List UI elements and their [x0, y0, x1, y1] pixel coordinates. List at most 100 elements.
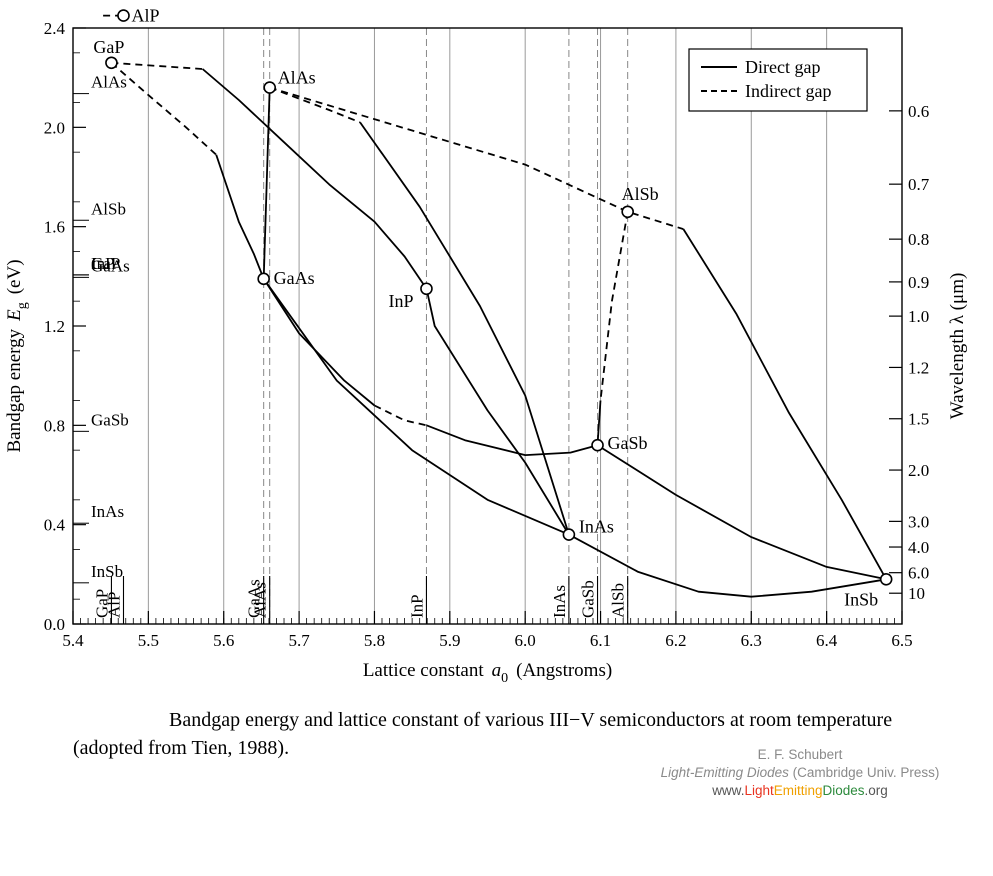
- credit-book-title: Light-Emitting Diodes: [660, 765, 789, 780]
- y-tick-label: 0.0: [44, 615, 65, 634]
- indirect-gap-curve: [111, 61, 203, 70]
- credit-url-suffix: .org: [864, 783, 888, 798]
- x-tick-label: 5.4: [62, 631, 84, 650]
- material-point: [420, 282, 433, 296]
- material-point: [257, 272, 270, 286]
- axis-labels: 5.4 5.5 5.6 5.7 5.8 5.9 6.0 6.1 6.2 6.3 6.4 6.5 0.0 0…: [44, 19, 930, 650]
- legend-direct-label: Direct gap: [745, 57, 820, 77]
- direct-gap-curve: [262, 278, 570, 536]
- direct-gap-curve: [262, 87, 271, 279]
- wavelength-tick-label: 1.2: [908, 358, 929, 377]
- material-label: InP: [388, 291, 413, 311]
- material-label: InSb: [844, 589, 878, 609]
- material-reference-lines: [110, 28, 629, 624]
- direct-gap-curve: [597, 444, 887, 581]
- indirect-gap-curve: [269, 86, 684, 230]
- x-tick-label: 5.7: [288, 631, 310, 650]
- left-material-label: GaP: [91, 254, 120, 273]
- bottom-material-label: AlAs: [251, 582, 270, 618]
- credit-url-emitting: Emitting: [773, 783, 823, 798]
- left-material-label: InP: [91, 254, 115, 273]
- x-axis-title: Lattice constant a0 (Angstroms): [363, 660, 612, 686]
- wavelength-tick-label: 0.7: [908, 175, 930, 194]
- credit-url-prefix: www.: [712, 783, 745, 798]
- wavelength-tick-label: 3.0: [908, 512, 929, 531]
- wavelength-tick-label: 0.6: [908, 102, 929, 121]
- wavelength-tick-label: 0.8: [908, 230, 929, 249]
- material-point: [879, 572, 893, 586]
- left-material-label: AlAs: [91, 73, 127, 92]
- axis-ticks: [72, 27, 903, 625]
- direct-gap-curve: [596, 400, 602, 446]
- x-tick-label: 6.2: [665, 631, 686, 650]
- direct-gap-curve: [262, 278, 376, 407]
- material-point: [591, 438, 604, 452]
- y-tick-label: 1.2: [44, 317, 65, 336]
- direct-gap-curve: [568, 533, 887, 598]
- credit-website[interactable]: www.LightEmittingDiodes.org: [620, 782, 980, 800]
- bottom-material-label: GaP: [92, 589, 111, 618]
- wavelength-tick-label: 2.0: [908, 461, 929, 480]
- material-point: [562, 528, 576, 541]
- left-material-label: GaSb: [91, 410, 129, 429]
- vertical-grid: [147, 28, 828, 624]
- indirect-gap-curve: [374, 404, 427, 427]
- indirect-gap-curve: [269, 86, 361, 124]
- left-material-label: InAs: [91, 502, 124, 521]
- left-material-label: AlSb: [91, 199, 126, 218]
- direct-gap-curve: [202, 68, 428, 290]
- x-tick-label: 6.5: [891, 631, 912, 650]
- y-tick-label: 0.8: [44, 416, 65, 435]
- left-material-label: InSb: [91, 562, 123, 581]
- material-point: [105, 56, 118, 70]
- x-tick-label: 6.0: [515, 631, 536, 650]
- wavelength-tick-label: 10: [908, 584, 925, 603]
- indirect-gap-curve: [599, 211, 629, 401]
- curve-series: [103, 14, 887, 598]
- x-tick-label: 5.8: [364, 631, 385, 650]
- legend-indirect-label: Indirect gap: [745, 81, 831, 101]
- direct-gap-curve: [215, 154, 265, 280]
- wavelength-tick-label: 1.5: [908, 410, 929, 429]
- x-tick-label: 5.6: [213, 631, 234, 650]
- material-point: [263, 81, 276, 94]
- bottom-material-label: AlSb: [609, 583, 628, 618]
- bottom-material-label: GaSb: [579, 580, 598, 618]
- direct-gap-curve: [425, 288, 570, 536]
- legend: Direct gap Indirect gap: [688, 48, 868, 112]
- wavelength-tick-label: 6.0: [908, 564, 929, 583]
- credit-url-light: Light: [744, 783, 774, 798]
- y-axis-title: Bandgap energyEg(eV): [4, 259, 30, 452]
- material-label: InAs: [579, 517, 614, 537]
- bottom-material-label: AlP: [104, 592, 123, 618]
- x-tick-label: 5.5: [138, 631, 159, 650]
- left-material-label: GaAs: [91, 256, 130, 275]
- material-point: [621, 205, 634, 219]
- x-tick-label: 6.3: [741, 631, 762, 650]
- material-label: GaAs: [274, 268, 315, 288]
- x-tick-label: 5.9: [439, 631, 460, 650]
- wavelength-tick-label: 0.9: [908, 273, 929, 292]
- material-label: AlSb: [622, 184, 659, 204]
- credit-author: E. F. Schubert: [757, 747, 843, 762]
- material-point: [117, 9, 130, 22]
- indirect-gap-curve: [110, 62, 217, 156]
- bottom-material-label: InP: [407, 594, 426, 618]
- credit-book: Light-Emitting Diodes (Cambridge Univ. P…: [620, 764, 980, 782]
- figure-caption: Bandgap energy and lattice constant of v…: [73, 709, 893, 759]
- credit-publisher: (Cambridge Univ. Press): [792, 765, 940, 780]
- credit-url-diodes: Diodes: [822, 783, 865, 798]
- y-tick-label: 0.4: [44, 516, 66, 535]
- plot-frame: [72, 27, 903, 625]
- direct-gap-curve: [359, 121, 570, 535]
- wavelength-tick-label: 4.0: [908, 538, 929, 557]
- wavelength-axis-title: Wavelength λ (μm): [947, 273, 968, 420]
- direct-gap-curve: [426, 424, 598, 457]
- legend-box: [688, 48, 868, 112]
- material-label: GaP: [93, 37, 124, 57]
- x-tick-label: 6.4: [816, 631, 838, 650]
- material-label: AlAs: [278, 68, 316, 88]
- material-label: AlP: [131, 6, 159, 26]
